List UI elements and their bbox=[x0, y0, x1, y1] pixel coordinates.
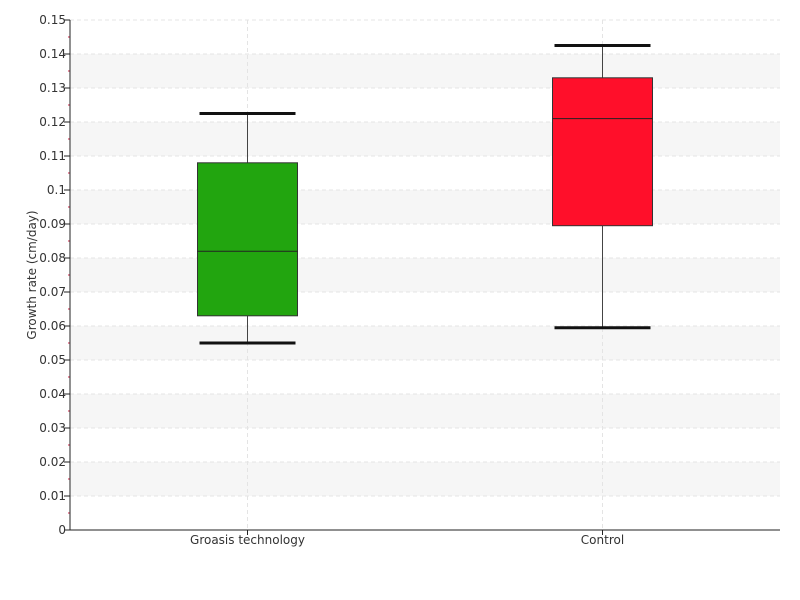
y-tick-label: 0.02 bbox=[39, 455, 66, 469]
grid-band bbox=[71, 462, 780, 496]
grid-band bbox=[71, 258, 780, 292]
y-tick-label: 0.04 bbox=[39, 387, 66, 401]
y-tick-label: 0.13 bbox=[39, 81, 66, 95]
y-tick-label: 0 bbox=[58, 523, 66, 537]
y-tick-label: 0.1 bbox=[47, 183, 66, 197]
box-1 bbox=[552, 44, 653, 330]
y-tick-label: 0.06 bbox=[39, 319, 66, 333]
grid-band bbox=[71, 394, 780, 428]
x-axis-labels: Groasis technology Control bbox=[190, 530, 624, 547]
y-tick-label: 0.07 bbox=[39, 285, 66, 299]
y-tick-label: 0.01 bbox=[39, 489, 66, 503]
grid-band bbox=[71, 190, 780, 224]
box-series bbox=[197, 44, 653, 345]
y-tick-label: 0.15 bbox=[39, 13, 66, 27]
iqr-box bbox=[197, 162, 298, 317]
x-tick-label: Groasis technology bbox=[190, 533, 305, 547]
y-tick-label: 0.14 bbox=[39, 47, 66, 61]
iqr-box bbox=[552, 77, 653, 227]
y-axis-title: Growth rate (cm/day) bbox=[25, 210, 39, 339]
grid-band bbox=[71, 54, 780, 88]
y-tick-label: 0.09 bbox=[39, 217, 66, 231]
y-tick-label: 0.03 bbox=[39, 421, 66, 435]
y-tick-label: 0.12 bbox=[39, 115, 66, 129]
y-tick-label: 0.05 bbox=[39, 353, 66, 367]
y-tick-label: 0.08 bbox=[39, 251, 66, 265]
box-0 bbox=[197, 112, 298, 345]
y-axis-ticks: 0 0.01 0.02 0.03 0.04 0.05 0.06 0.07 0.08 0.09 0.1… bbox=[39, 13, 70, 537]
grid-band bbox=[71, 326, 780, 360]
grid-band bbox=[71, 122, 780, 156]
x-tick-label: Control bbox=[581, 533, 624, 547]
y-tick-label: 0.11 bbox=[39, 149, 66, 163]
background-bands bbox=[71, 54, 780, 496]
